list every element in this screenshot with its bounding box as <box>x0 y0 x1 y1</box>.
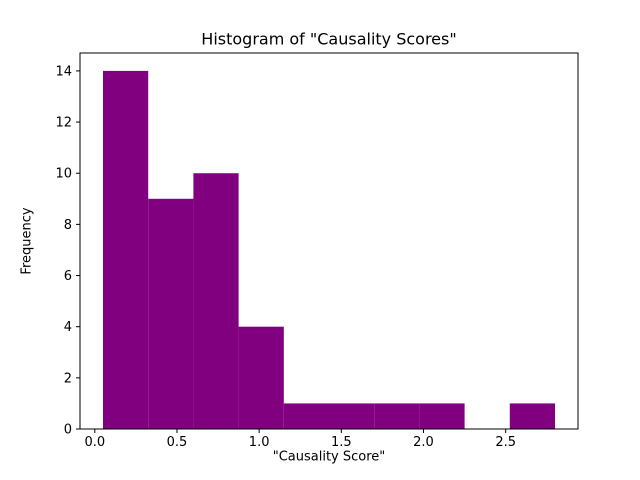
histogram-bar <box>329 403 375 429</box>
x-tick-label: 0.0 <box>84 435 105 450</box>
y-tick-label: 14 <box>55 64 72 79</box>
histogram-bar <box>103 70 149 430</box>
histogram-bar <box>509 403 555 429</box>
histogram-bar <box>238 326 284 429</box>
x-tick-label: 1.5 <box>331 435 352 450</box>
histogram-bar <box>374 403 420 429</box>
x-tick-label: 2.5 <box>495 435 516 450</box>
y-tick-label: 2 <box>64 371 72 386</box>
x-tick-label: 2.0 <box>413 435 434 450</box>
chart-title: Histogram of "Causality Scores" <box>201 29 457 49</box>
x-axis: 0.0 0.5 1.0 1.5 2.0 2.5 <box>84 429 516 450</box>
histogram-bar <box>193 173 239 429</box>
histogram-bar <box>148 198 194 429</box>
histogram-bar <box>419 403 465 429</box>
x-tick-label: 0.5 <box>167 435 188 450</box>
histogram-bar <box>283 403 329 429</box>
y-tick-label: 10 <box>55 167 72 182</box>
y-tick-label: 4 <box>64 320 72 335</box>
x-tick-label: 1.0 <box>249 435 270 450</box>
y-tick-label: 8 <box>64 218 72 233</box>
y-tick-label: 12 <box>55 116 72 131</box>
y-axis: 0 2 4 6 8 10 12 14 <box>55 64 80 438</box>
x-axis-label: "Causality Score" <box>272 449 386 465</box>
y-tick-label: 6 <box>64 269 72 284</box>
y-tick-label: 0 <box>64 423 72 438</box>
axes-spines <box>79 52 579 430</box>
y-axis-label: Frequency <box>19 207 35 275</box>
bars-group <box>103 70 555 430</box>
